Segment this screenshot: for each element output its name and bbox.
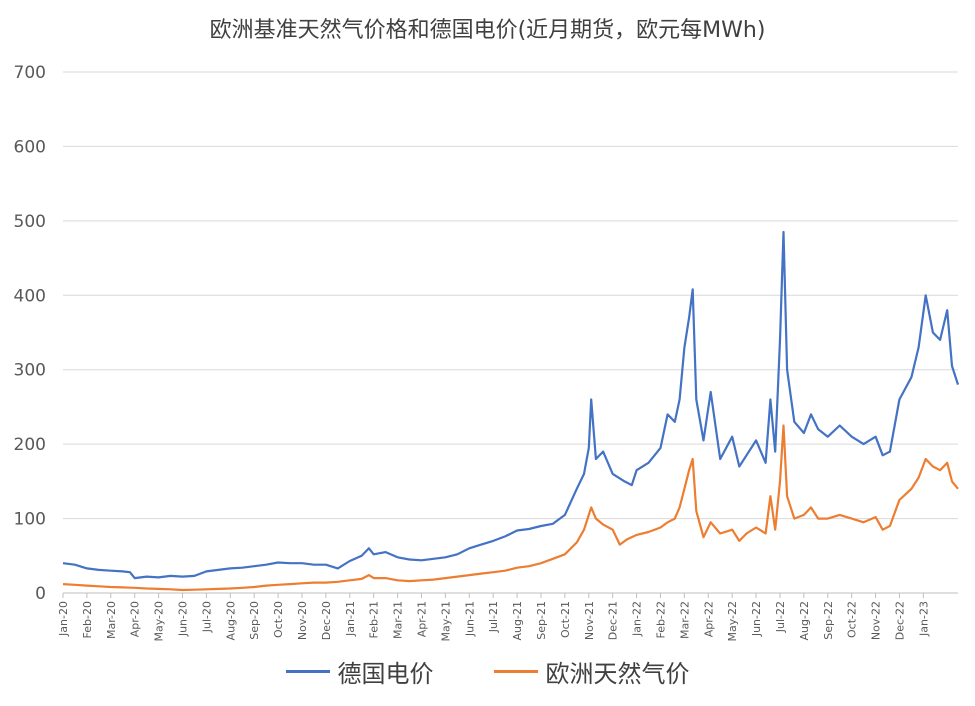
x-tick-label: May-21 (439, 601, 452, 642)
x-tick-label: Jun-20 (176, 601, 189, 637)
x-tick-label: Aug-21 (511, 601, 524, 640)
x-tick-label: Feb-20 (81, 601, 94, 638)
x-tick-label: Nov-20 (296, 601, 309, 640)
x-tick-label: Oct-22 (846, 601, 859, 638)
x-tick-label: Jun-21 (463, 601, 476, 637)
x-tick-label: Dec-20 (320, 601, 333, 640)
series-line-1 (62, 424, 959, 592)
x-tick-label: Nov-22 (870, 601, 883, 640)
legend-label-germany-power: 德国电价 (337, 660, 434, 688)
x-tick-label: Oct-20 (272, 601, 285, 638)
x-tick-label: Aug-22 (798, 601, 811, 640)
x-tick-label: Jan-23 (917, 601, 930, 637)
x-tick-label: May-22 (726, 601, 739, 642)
y-tick-label: 0 (35, 584, 46, 604)
x-tick-label: Oct-21 (559, 601, 572, 638)
y-tick-label: 400 (14, 286, 46, 306)
x-tick-label: Sep-22 (822, 601, 835, 640)
series-lines (62, 230, 960, 592)
x-tick-label: Jun-22 (750, 601, 763, 637)
y-tick-label: 700 (14, 63, 46, 83)
gridlines (63, 71, 958, 520)
x-tick-label: Mar-20 (105, 601, 118, 639)
legend-label-eu-gas: 欧洲天然气价 (545, 660, 690, 688)
y-tick-labels: 0 100 200 300 400 500 600 700 (14, 63, 46, 604)
x-tick-label: Sep-20 (248, 601, 261, 640)
x-tick-label: Jan-20 (57, 601, 70, 637)
x-tick-label: Feb-21 (368, 601, 381, 638)
x-tick-label: Apr-21 (415, 601, 428, 637)
x-tick-labels: Jan-20 Feb-20 Mar-20 Apr-20 May-20 Jun-20 Jul-… (57, 593, 930, 642)
chart-title: 欧洲基准天然气价格和德国电价(近月期货，欧元每MWh) (209, 18, 766, 43)
x-tick-label: Nov-21 (583, 601, 596, 640)
x-tick-label: May-20 (153, 601, 166, 642)
legend: 德国电价 欧洲天然气价 (0, 654, 975, 689)
legend-item-eu-gas[interactable]: 欧洲天然气价 (493, 654, 690, 689)
x-tick-label: Dec-21 (607, 601, 620, 640)
y-tick-label: 600 (14, 137, 46, 157)
x-tick-label: Jul-21 (487, 601, 500, 633)
x-tick-label: Apr-22 (702, 601, 715, 637)
x-tick-label: Jul-20 (200, 601, 213, 633)
y-tick-label: 100 (14, 510, 46, 530)
legend-swatch-germany-power (285, 670, 330, 673)
series-line-0 (62, 230, 960, 580)
legend-item-germany-power[interactable]: 德国电价 (285, 654, 434, 689)
x-tick-label: Feb-22 (654, 601, 667, 638)
x-tick-label: Apr-20 (129, 601, 142, 637)
x-tick-label: Jan-21 (344, 601, 357, 637)
x-tick-label: Jan-22 (631, 601, 644, 637)
x-tick-label: Mar-21 (392, 601, 405, 639)
x-tick-label: Mar-22 (678, 601, 691, 639)
x-tick-label: Dec-22 (893, 601, 906, 640)
x-tick-label: Aug-20 (224, 601, 237, 640)
legend-swatch-eu-gas (493, 670, 538, 673)
x-tick-label: Jul-22 (774, 601, 787, 633)
y-tick-label: 200 (14, 435, 46, 455)
y-tick-label: 500 (14, 212, 46, 232)
y-tick-label: 300 (14, 361, 46, 381)
x-tick-label: Sep-21 (535, 601, 548, 640)
